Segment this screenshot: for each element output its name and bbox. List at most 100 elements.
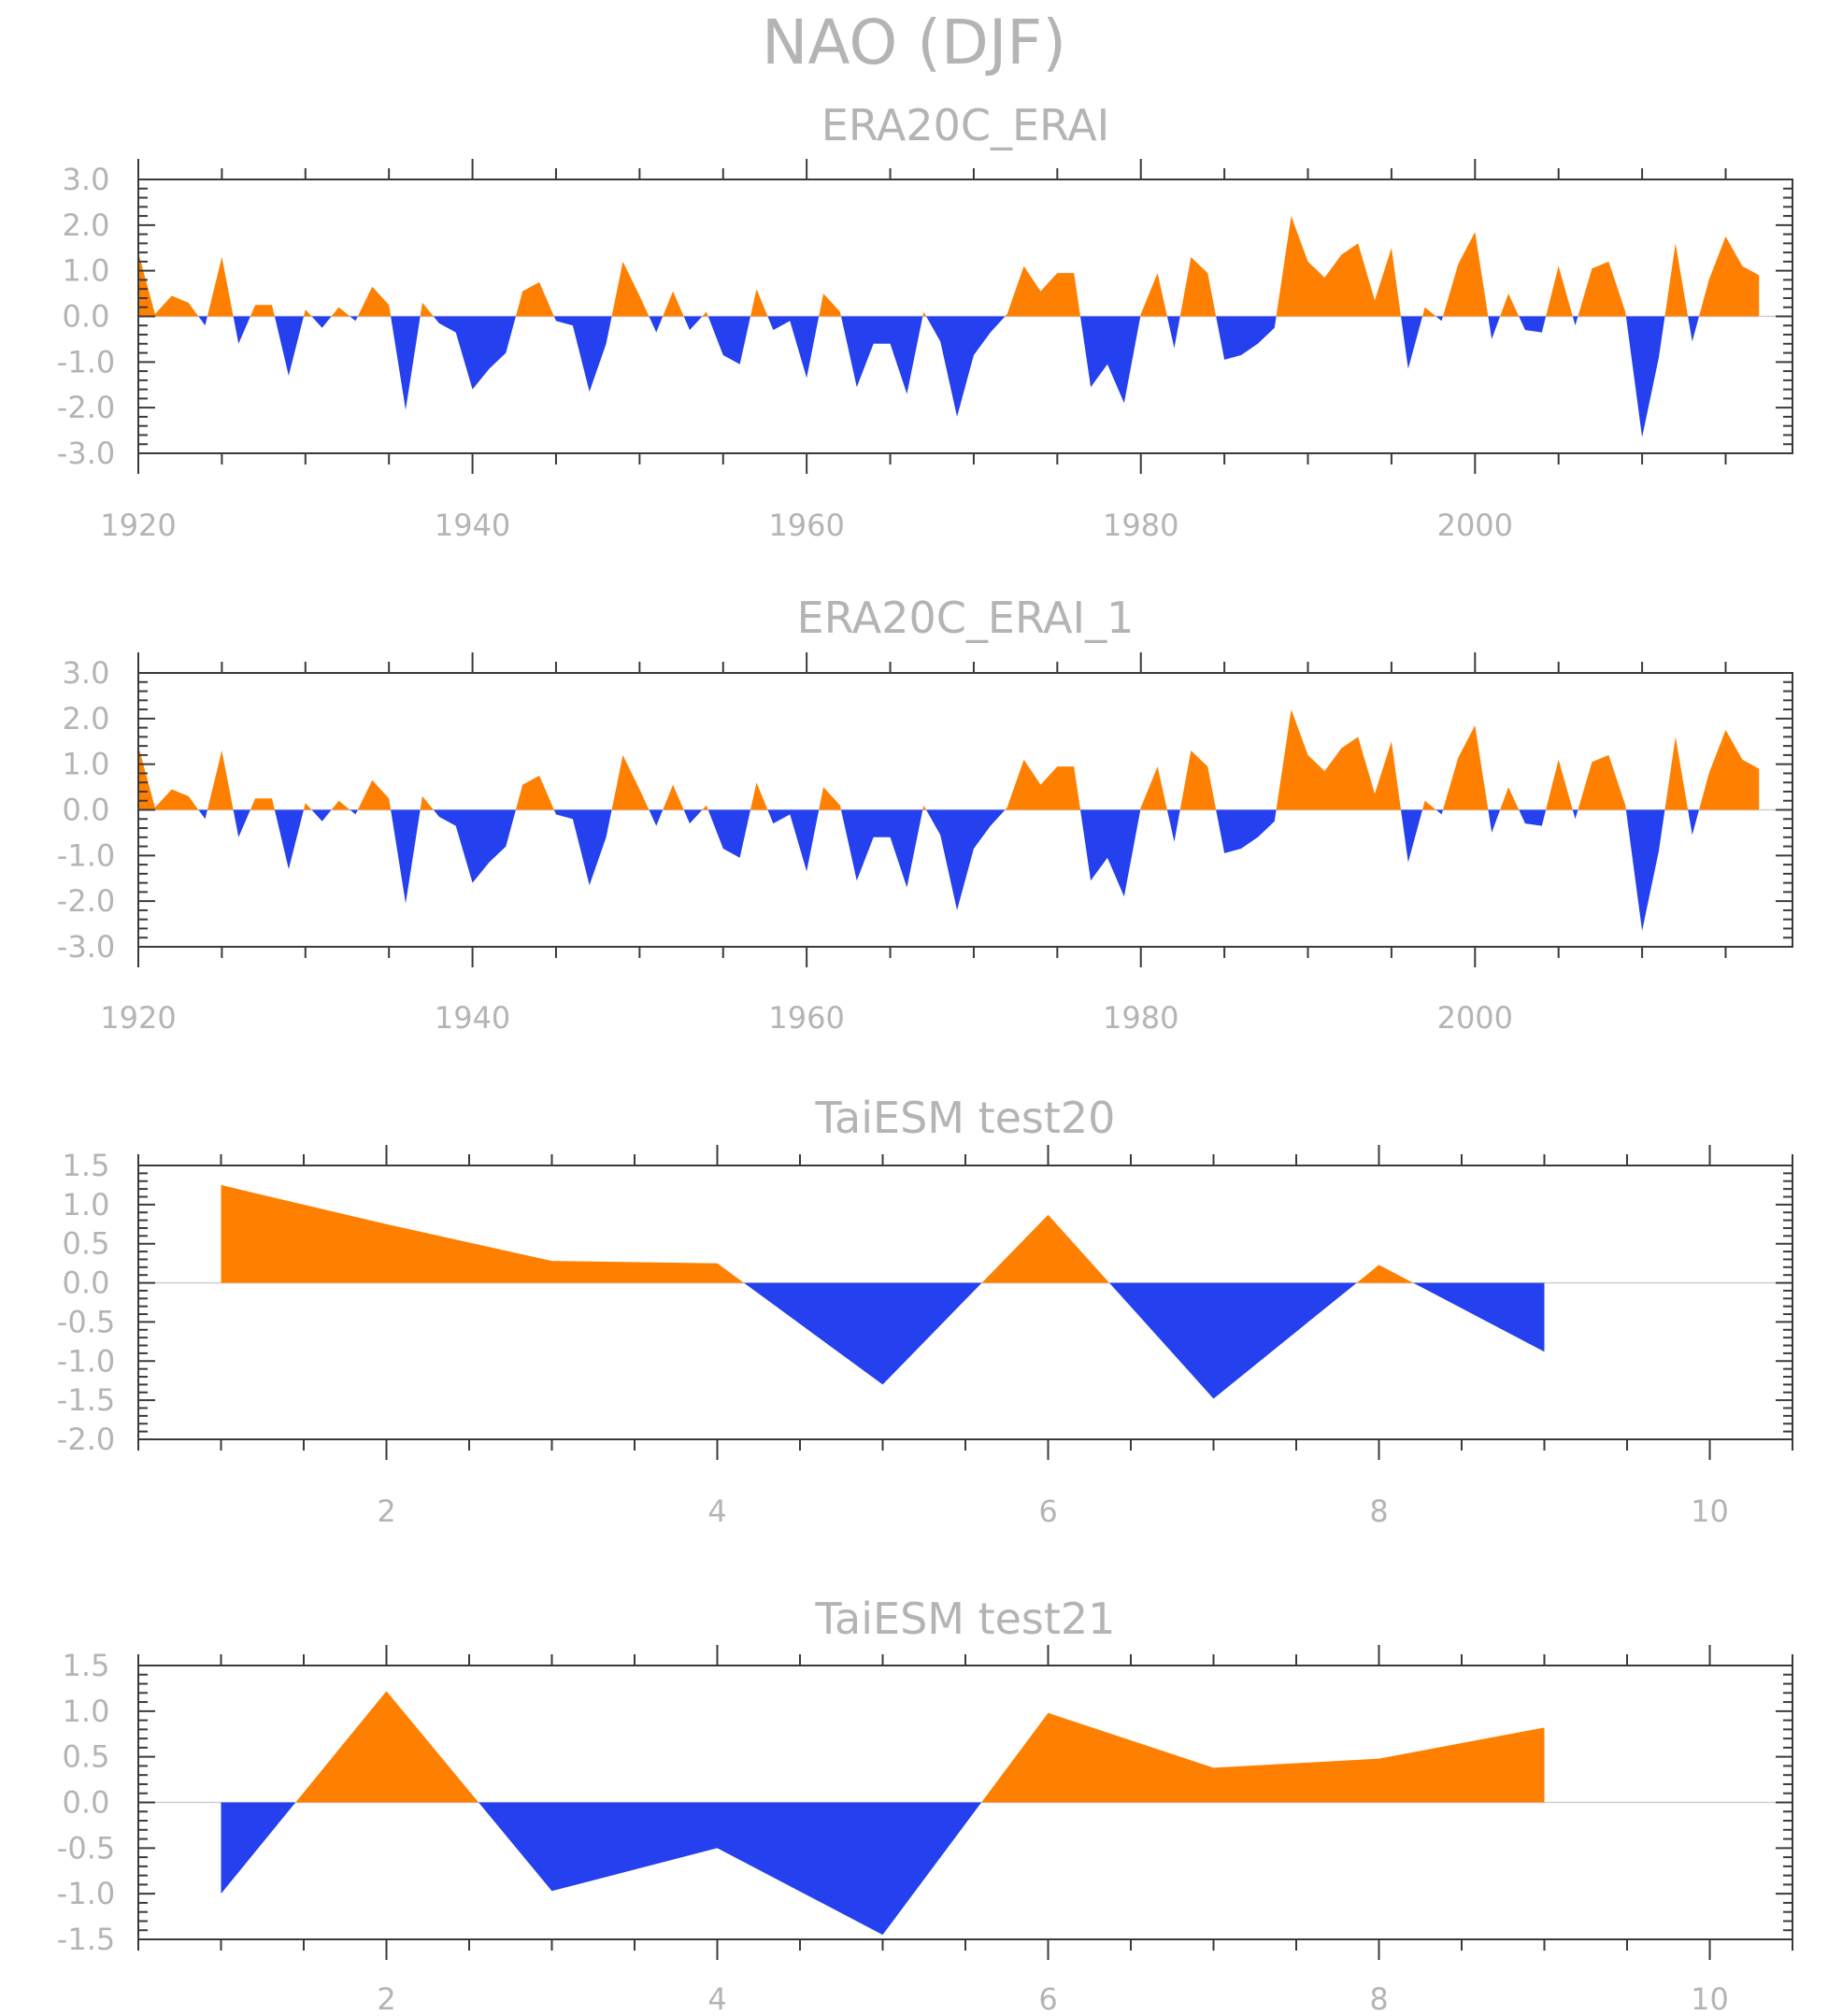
positive-area (1546, 265, 1573, 317)
positive-area (1546, 759, 1573, 810)
positive-area (922, 311, 927, 317)
negative-area (433, 316, 516, 390)
positive-area (138, 746, 199, 810)
negative-area (1688, 316, 1700, 342)
negative-area (1572, 316, 1578, 326)
negative-area (767, 316, 820, 379)
negative-area (1625, 809, 1665, 931)
y-tick-label: 1.0 (63, 1694, 110, 1729)
negative-area (350, 809, 358, 815)
x-tick-label: 4 (707, 1494, 726, 1529)
y-tick-label: 1.5 (63, 1148, 110, 1183)
x-tick-label: 1960 (768, 508, 844, 543)
negative-area (1401, 316, 1423, 369)
y-tick-label: 3.0 (63, 655, 110, 691)
x-tick-label: 6 (1038, 1981, 1057, 2016)
positive-area (1140, 273, 1167, 317)
positive-area (138, 252, 199, 317)
x-tick-label: 1940 (435, 1000, 510, 1036)
negative-area (1435, 316, 1443, 322)
positive-area (1442, 725, 1489, 810)
positive-area (1276, 709, 1402, 810)
panel-title: ERA20C_ERAI_1 (797, 593, 1135, 643)
negative-area (1166, 809, 1180, 842)
negative-area (707, 809, 751, 858)
y-tick-label: 0.0 (63, 1785, 110, 1821)
x-tick-label: 8 (1369, 1494, 1388, 1529)
negative-area (840, 316, 923, 394)
negative-area (1166, 316, 1180, 349)
positive-area (750, 289, 768, 317)
x-tick-label: 1920 (100, 508, 176, 543)
x-tick-label: 10 (1691, 1494, 1729, 1529)
positive-area (663, 784, 684, 810)
positive-area (981, 1712, 1545, 1803)
y-tick-label: -1.0 (57, 1876, 115, 1911)
x-tick-label: 2000 (1437, 508, 1513, 543)
positive-area (1664, 736, 1689, 810)
negative-area (1080, 316, 1141, 404)
negative-area (1435, 809, 1443, 815)
positive-area (357, 286, 392, 317)
y-tick-label: 0.5 (63, 1226, 110, 1262)
negative-area (1413, 1282, 1545, 1352)
negative-area (1519, 809, 1547, 826)
negative-area (1488, 316, 1501, 339)
x-tick-label: 1920 (100, 1000, 176, 1036)
negative-area (553, 809, 612, 886)
y-tick-label: 1.0 (63, 1187, 110, 1222)
negative-area (433, 809, 516, 883)
y-tick-label: -2.0 (57, 883, 115, 919)
y-tick-label: -2.0 (57, 390, 115, 425)
positive-area (1578, 261, 1626, 317)
negative-area (840, 809, 923, 888)
negative-area (707, 316, 751, 365)
negative-area (391, 809, 421, 904)
positive-area (1699, 236, 1760, 317)
positive-area (981, 1214, 1110, 1283)
positive-area (1664, 243, 1689, 317)
negative-area (1572, 809, 1578, 820)
positive-area (1356, 1265, 1414, 1283)
y-tick-label: 2.0 (63, 701, 110, 736)
x-tick-label: 1940 (435, 508, 510, 543)
panel-2: ERA20C_ERAI_1 3.0 2.0 1.0 0.0 -1.0 -2.0 -3.0 192… (57, 593, 1793, 1036)
positive-area (303, 803, 312, 810)
y-tick-label: -1.5 (57, 1922, 115, 1957)
negative-area (1519, 316, 1547, 333)
y-tick-label: -3.0 (57, 436, 115, 471)
negative-area (1488, 809, 1501, 833)
positive-area (420, 795, 434, 810)
positive-area (1140, 766, 1167, 810)
panel-3: TaiESM test20 1.5 1.0 0.50.0-0.5 -1.0-1.5 -2.… (57, 1093, 1793, 1529)
positive-area (663, 291, 684, 317)
y-tick-label: 0.0 (63, 793, 110, 828)
negative-area (478, 1802, 982, 1936)
negative-area (311, 316, 332, 328)
negative-area (274, 316, 304, 376)
negative-area (649, 316, 664, 333)
positive-area (1005, 759, 1081, 810)
negative-area (1080, 809, 1141, 897)
panel-title: TaiESM test20 (815, 1093, 1116, 1143)
positive-area (357, 779, 392, 810)
positive-area (207, 751, 234, 810)
y-tick-label: -0.5 (57, 1830, 115, 1866)
positive-area (515, 775, 554, 810)
negative-area (198, 809, 207, 820)
figure-title: NAO (DJF) (762, 7, 1066, 79)
positive-area (819, 787, 841, 810)
y-tick-label: 2.0 (63, 207, 110, 243)
y-tick-label: -3.0 (57, 929, 115, 965)
positive-area (1578, 754, 1626, 810)
negative-area (1401, 809, 1423, 863)
negative-area (1216, 316, 1277, 360)
positive-area (702, 311, 708, 317)
negative-area (649, 809, 664, 826)
positive-area (250, 798, 275, 810)
positive-area (611, 261, 650, 317)
x-tick-label: 1980 (1103, 508, 1178, 543)
x-tick-label: 8 (1369, 1981, 1388, 2016)
positive-area (1422, 800, 1436, 810)
